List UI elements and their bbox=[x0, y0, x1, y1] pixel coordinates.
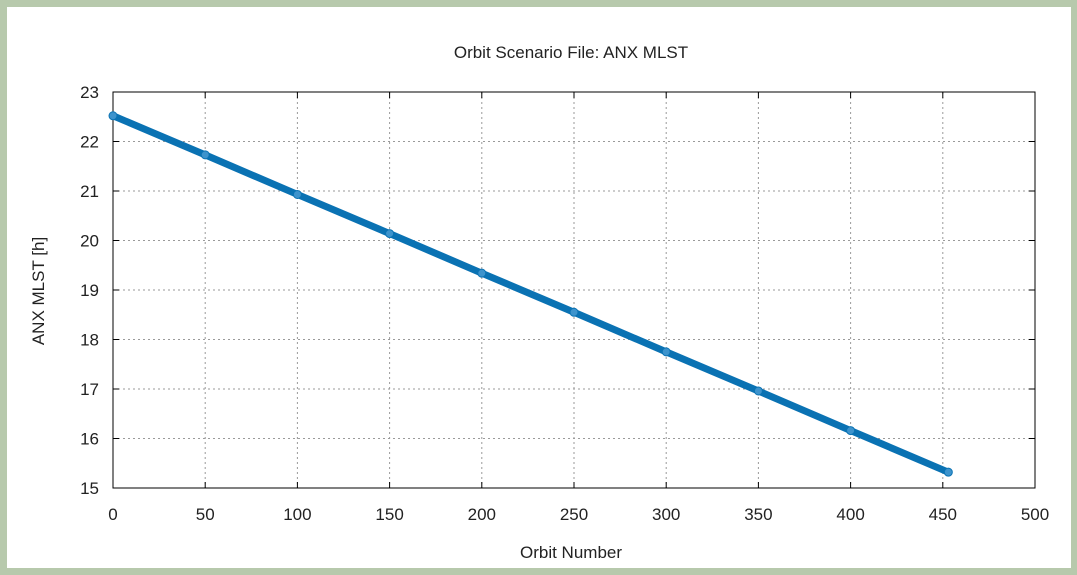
chart-title: Orbit Scenario File: ANX MLST bbox=[454, 43, 688, 62]
data-point bbox=[944, 468, 952, 476]
x-tick-label: 150 bbox=[375, 505, 403, 524]
y-tick-label: 20 bbox=[80, 232, 99, 251]
data-point bbox=[201, 151, 209, 159]
data-point bbox=[386, 230, 394, 238]
data-point bbox=[847, 427, 855, 435]
data-point bbox=[570, 308, 578, 316]
y-tick-label: 22 bbox=[80, 133, 99, 152]
y-tick-label: 21 bbox=[80, 182, 99, 201]
y-tick-label: 23 bbox=[80, 83, 99, 102]
x-tick-label: 400 bbox=[836, 505, 864, 524]
data-point bbox=[754, 387, 762, 395]
x-tick-label: 0 bbox=[108, 505, 117, 524]
x-tick-label: 200 bbox=[468, 505, 496, 524]
axis-ticks: 0 50 100 150 200 250 300 350 400 450 500 15 16 17 18 19… bbox=[80, 83, 1049, 524]
x-axis-label: Orbit Number bbox=[520, 543, 622, 562]
x-tick-label: 300 bbox=[652, 505, 680, 524]
y-tick-label: 15 bbox=[80, 479, 99, 498]
grid-lines bbox=[113, 92, 1035, 488]
x-tick-label: 450 bbox=[929, 505, 957, 524]
x-tick-label: 500 bbox=[1021, 505, 1049, 524]
x-tick-label: 100 bbox=[283, 505, 311, 524]
data-point bbox=[662, 348, 670, 356]
x-tick-label: 250 bbox=[560, 505, 588, 524]
x-tick-label: 50 bbox=[196, 505, 215, 524]
data-point bbox=[109, 112, 117, 120]
y-tick-label: 17 bbox=[80, 380, 99, 399]
y-tick-label: 16 bbox=[80, 430, 99, 449]
y-axis-label: ANX MLST [h] bbox=[29, 237, 48, 345]
y-tick-label: 18 bbox=[80, 331, 99, 350]
y-tick-label: 19 bbox=[80, 281, 99, 300]
data-point bbox=[478, 269, 486, 277]
data-series bbox=[109, 112, 952, 476]
data-point bbox=[293, 190, 301, 198]
x-tick-label: 350 bbox=[744, 505, 772, 524]
series-line bbox=[113, 116, 948, 472]
